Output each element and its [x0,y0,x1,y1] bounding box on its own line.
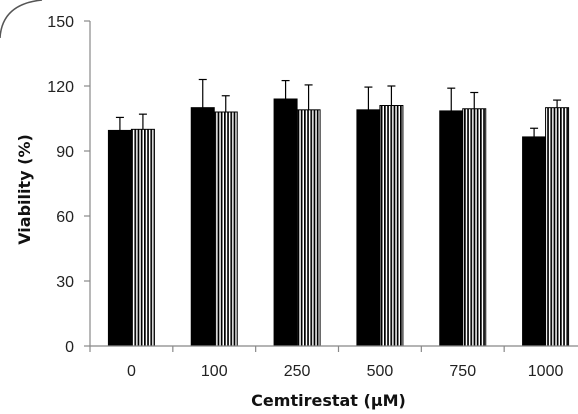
bar-series-2 [462,108,487,347]
y-tick-label: 30 [56,274,74,291]
bar-series-2 [130,128,155,347]
x-axis-ticks: 0 100 250 500 750 1000 [89,346,564,380]
y-tick-label: 120 [47,79,74,96]
bar-series-1 [273,98,298,347]
x-tick-label: 100 [201,363,228,380]
y-axis-ticks: 0 30 60 90 120 150 [47,14,90,356]
bar-series-1 [107,129,132,347]
x-tick-label: 250 [284,363,311,380]
y-axis-title: Viability (%) [15,134,34,245]
x-tick-label: 750 [449,363,476,380]
y-tick-label: 0 [65,339,74,356]
error-bars-group [115,78,562,137]
bar-series-2 [213,111,238,347]
y-tick-label: 60 [56,209,74,226]
x-axis-title: Cemtirestat (μM) [251,391,406,410]
x-tick-label: 1000 [528,363,564,380]
bar-series-2 [545,107,570,347]
y-tick-label: 90 [56,144,74,161]
bar-series-1 [522,136,547,347]
y-tick-label: 150 [47,14,74,31]
x-tick-label: 0 [127,363,136,380]
bar-series-1 [439,110,464,347]
bar-series-2 [296,109,321,347]
bars-group [107,98,570,347]
frame-corner-arc [0,0,43,39]
x-tick-label: 500 [367,363,394,380]
bar-series-1 [190,107,215,347]
bar-series-2 [379,105,404,347]
bar-series-1 [356,109,381,347]
